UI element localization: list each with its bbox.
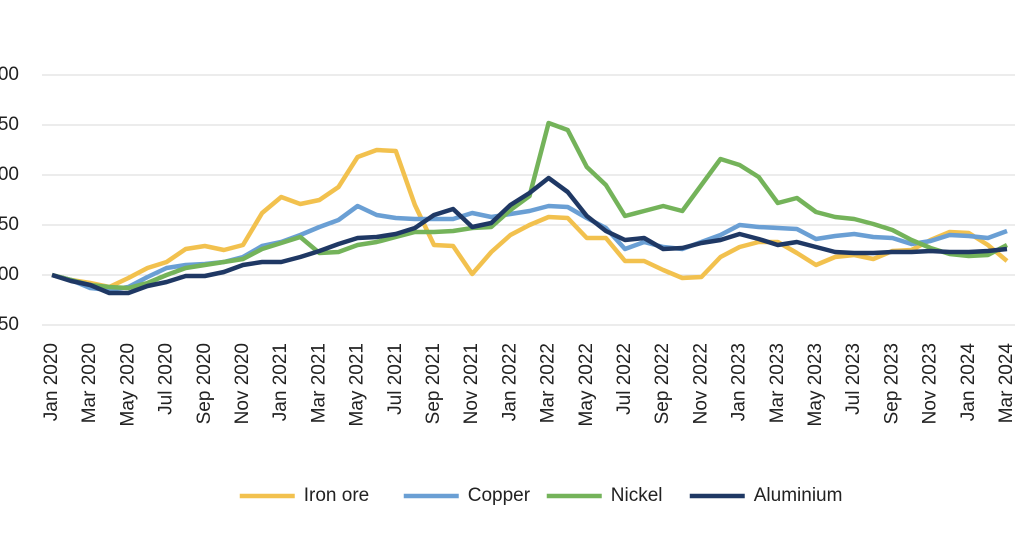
legend-label: Nickel [611, 485, 663, 506]
x-tick-label: Jul 2023 [843, 343, 864, 415]
legend-label: Iron ore [304, 485, 369, 506]
x-tick-label: Jul 2022 [614, 343, 635, 415]
series-line [51, 147, 1009, 290]
series-line [51, 120, 1009, 291]
x-tick-label: Sep 2022 [652, 343, 673, 424]
legend: Iron ore Copper Nickel Aluminium [239, 485, 843, 506]
x-tick-label: May 2022 [576, 343, 597, 426]
y-tick-label: 250 [0, 114, 19, 135]
x-tick-label: Jan 2023 [729, 343, 750, 421]
x-tick-label: Mar 2021 [308, 343, 329, 423]
y-tick-label: 50 [0, 314, 19, 335]
x-tick-label: Mar 2024 [996, 343, 1017, 424]
y-tick-label: 100 [0, 264, 19, 285]
y-tick-label: 150 [0, 214, 19, 235]
x-tick-label: Mar 2022 [538, 343, 559, 423]
x-tick-label: Nov 2022 [690, 343, 711, 424]
x-tick-label: Mar 2023 [767, 343, 788, 423]
legend-label: Aluminium [754, 485, 843, 506]
x-tick-label: Mar 2020 [79, 343, 100, 423]
x-tick-label: Jan 2024 [958, 343, 979, 422]
x-tick-label: May 2020 [117, 343, 138, 426]
legend-label: Copper [468, 485, 531, 506]
x-tick-label: Jan 2022 [499, 343, 520, 421]
y-tick-label: 200 [0, 164, 19, 185]
x-tick-label: Nov 2021 [461, 343, 482, 424]
x-tick-label: Jan 2020 [41, 343, 62, 421]
x-tick-label: Jan 2021 [270, 343, 291, 421]
x-tick-label: Nov 2023 [920, 343, 941, 424]
x-tick-label: Sep 2023 [881, 343, 902, 424]
x-tick-label: Sep 2020 [194, 343, 215, 424]
x-tick-label: Nov 2020 [232, 343, 253, 424]
series-line [51, 175, 1008, 296]
x-tick-label: Sep 2021 [423, 343, 444, 424]
x-tick-label: May 2023 [805, 343, 826, 426]
x-tick-label: Jul 2020 [156, 343, 177, 415]
x-tick-label: Jul 2021 [385, 343, 406, 415]
x-tick-label: May 2021 [347, 343, 368, 426]
y-tick-label: 300 [0, 64, 19, 85]
